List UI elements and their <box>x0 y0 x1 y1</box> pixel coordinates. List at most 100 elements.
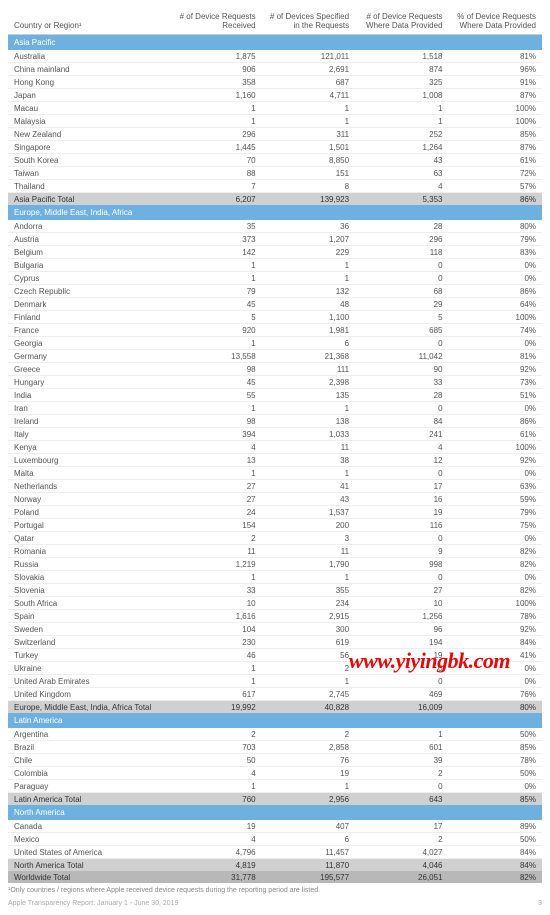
cell-label: United States of America <box>8 846 168 859</box>
cell-label: Brazil <box>8 741 168 754</box>
cell-value: 24 <box>168 506 261 519</box>
cell-value: 46 <box>168 649 261 662</box>
table-row: Hungary452,3983373% <box>8 376 542 389</box>
cell-label: Worldwide Total <box>8 871 168 883</box>
cell-value: 296 <box>355 233 448 246</box>
cell-label: Switzerland <box>8 636 168 649</box>
cell-label: Portugal <box>8 519 168 532</box>
table-row: Canada194071789% <box>8 820 542 833</box>
cell-value: 296 <box>168 128 261 141</box>
cell-value: 0% <box>449 402 542 415</box>
table-row: Portugal15420011675% <box>8 519 542 532</box>
cell-value: 194 <box>355 636 448 649</box>
region-total: Europe, Middle East, India, Africa Total… <box>8 701 542 714</box>
cell-value: 1,790 <box>262 558 355 571</box>
table-row: Kenya4114100% <box>8 441 542 454</box>
region-name: Asia Pacific <box>8 35 542 51</box>
cell-value: 10 <box>355 597 448 610</box>
cell-value: 10 <box>168 597 261 610</box>
cell-value: 4,027 <box>355 846 448 859</box>
table-row: Taiwan881516372% <box>8 167 542 180</box>
cell-value: 1 <box>262 402 355 415</box>
table-row: Mexico46250% <box>8 833 542 846</box>
cell-value: 88 <box>168 167 261 180</box>
cell-label: Russia <box>8 558 168 571</box>
table-row: United Arab Emirates1100% <box>8 675 542 688</box>
cell-value: 685 <box>355 324 448 337</box>
cell-value: 1 <box>168 402 261 415</box>
cell-value: 1 <box>168 467 261 480</box>
cell-label: Qatar <box>8 532 168 545</box>
cell-value: 139,923 <box>262 193 355 206</box>
cell-value: 132 <box>262 285 355 298</box>
cell-value: 11,042 <box>355 350 448 363</box>
cell-value: 230 <box>168 636 261 649</box>
table-row: Turkey46561941% <box>8 649 542 662</box>
table-row: Malta1100% <box>8 467 542 480</box>
cell-value: 601 <box>355 741 448 754</box>
cell-value: 358 <box>168 76 261 89</box>
cell-value: 50% <box>449 833 542 846</box>
cell-label: Italy <box>8 428 168 441</box>
cell-value: 13,558 <box>168 350 261 363</box>
cell-value: 86% <box>449 415 542 428</box>
cell-value: 4 <box>168 833 261 846</box>
cell-label: Poland <box>8 506 168 519</box>
cell-value: 1 <box>262 115 355 128</box>
cell-value: 1 <box>168 115 261 128</box>
cell-value: 394 <box>168 428 261 441</box>
cell-label: Cyprus <box>8 272 168 285</box>
cell-label: Ireland <box>8 415 168 428</box>
table-row: Netherlands27411763% <box>8 480 542 493</box>
cell-value: 6 <box>262 833 355 846</box>
cell-value: 687 <box>262 76 355 89</box>
table-row: Hong Kong35868732591% <box>8 76 542 89</box>
col-pct-data-provided: % of Device Requests Where Data Provided <box>449 8 542 35</box>
cell-value: 252 <box>355 128 448 141</box>
cell-label: Romania <box>8 545 168 558</box>
cell-value: 31,778 <box>168 871 261 883</box>
cell-label: Hungary <box>8 376 168 389</box>
cell-value: 760 <box>168 793 261 806</box>
cell-label: India <box>8 389 168 402</box>
cell-value: 100% <box>449 597 542 610</box>
table-row: Luxembourg13381292% <box>8 454 542 467</box>
cell-value: 16,009 <box>355 701 448 714</box>
cell-value: 355 <box>262 584 355 597</box>
cell-value: 16 <box>355 493 448 506</box>
region-total: Asia Pacific Total6,207139,9235,35386% <box>8 193 542 206</box>
cell-label: Netherlands <box>8 480 168 493</box>
col-devices-specified: # of Devices Specified in the Requests <box>262 8 355 35</box>
cell-value: 1 <box>168 337 261 350</box>
table-row: United States of America4,79611,4574,027… <box>8 846 542 859</box>
table-row: Slovakia1100% <box>8 571 542 584</box>
cell-value: 1,256 <box>355 610 448 623</box>
cell-label: Mexico <box>8 833 168 846</box>
region-total: Latin America Total7602,95664385% <box>8 793 542 806</box>
cell-label: Slovenia <box>8 584 168 597</box>
table-row: Australia1,875121,0111,51881% <box>8 50 542 63</box>
cell-value: 86% <box>449 193 542 206</box>
cell-value: 84% <box>449 636 542 649</box>
cell-value: 80% <box>449 701 542 714</box>
cell-value: 1 <box>168 780 261 793</box>
cell-value: 1 <box>355 115 448 128</box>
cell-value: 4 <box>355 180 448 193</box>
cell-value: 4,796 <box>168 846 261 859</box>
cell-value: 81% <box>449 350 542 363</box>
cell-label: Latin America Total <box>8 793 168 806</box>
region-name: North America <box>8 805 542 820</box>
cell-value: 2,398 <box>262 376 355 389</box>
cell-value: 0 <box>355 467 448 480</box>
cell-value: 373 <box>168 233 261 246</box>
table-row: Argentina22150% <box>8 728 542 741</box>
cell-value: 1,501 <box>262 141 355 154</box>
cell-value: 1 <box>168 675 261 688</box>
cell-value: 61% <box>449 154 542 167</box>
cell-value: 407 <box>262 820 355 833</box>
cell-value: 4,819 <box>168 859 261 872</box>
table-row: India551352851% <box>8 389 542 402</box>
cell-value: 98 <box>168 415 261 428</box>
table-row: Russia1,2191,79099882% <box>8 558 542 571</box>
cell-value: 89% <box>449 820 542 833</box>
